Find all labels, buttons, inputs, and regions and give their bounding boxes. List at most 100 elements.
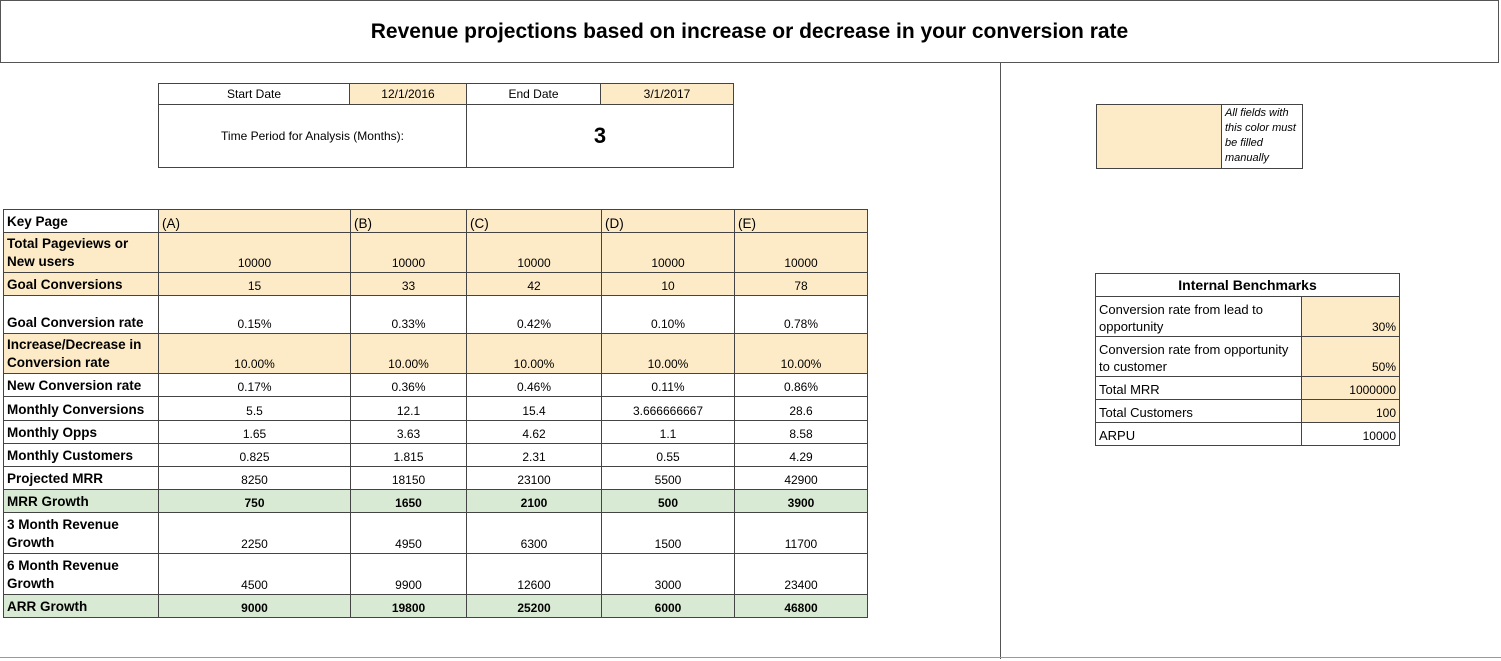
table-cell: 19800 bbox=[350, 594, 467, 618]
column-header[interactable]: (A) bbox=[158, 209, 351, 233]
bottom-divider bbox=[0, 657, 1501, 658]
table-row: Goal Conversion rate 0.15% 0.33% 0.42% 0.10%… bbox=[3, 295, 868, 334]
benchmark-value: 10000 bbox=[1301, 422, 1400, 446]
table-cell: 6300 bbox=[466, 512, 602, 554]
table-cell: 0.78% bbox=[734, 295, 868, 334]
table-cell: 6000 bbox=[601, 594, 735, 618]
table-cell: 750 bbox=[158, 489, 351, 513]
table-row: Monthly Customers 0.825 1.815 2.31 0.55 4.29 bbox=[3, 443, 868, 467]
table-row: 3 Month Revenue Growth 2250 4950 6300 1500 11… bbox=[3, 512, 868, 554]
table-cell: 0.42% bbox=[466, 295, 602, 334]
end-date-input[interactable]: 3/1/2017 bbox=[600, 83, 734, 105]
table-row: Goal Conversions 15 33 42 10 78 bbox=[3, 272, 868, 296]
table-row: MRR Growth 750 1650 2100 500 3900 bbox=[3, 489, 868, 513]
row-label: Goal Conversion rate bbox=[3, 295, 159, 334]
table-cell: 3.63 bbox=[350, 420, 467, 444]
row-label: Monthly Opps bbox=[3, 420, 159, 444]
table-row: Total Pageviews or New users 10000 10000 10… bbox=[3, 232, 868, 273]
time-period-value: 3 bbox=[466, 104, 734, 168]
start-date-input[interactable]: 12/1/2016 bbox=[349, 83, 467, 105]
table-cell: 0.55 bbox=[601, 443, 735, 467]
table-cell: 5500 bbox=[601, 466, 735, 490]
table-cell: 4.62 bbox=[466, 420, 602, 444]
table-cell[interactable]: 10000 bbox=[734, 232, 868, 273]
table-cell: 9900 bbox=[350, 553, 467, 595]
benchmark-value[interactable]: 1000000 bbox=[1301, 376, 1400, 400]
table-cell[interactable]: 10.00% bbox=[350, 333, 467, 374]
legend-note: All fields with this color must be fille… bbox=[1221, 104, 1303, 169]
table-row: New Conversion rate 0.17% 0.36% 0.46% 0.11% 0… bbox=[3, 373, 868, 397]
time-period-label: Time Period for Analysis (Months): bbox=[158, 104, 467, 168]
table-cell: 9000 bbox=[158, 594, 351, 618]
row-label: MRR Growth bbox=[3, 489, 159, 513]
table-cell[interactable]: 15 bbox=[158, 272, 351, 296]
benchmark-label: Total Customers bbox=[1095, 399, 1302, 423]
table-cell[interactable]: 33 bbox=[350, 272, 467, 296]
table-cell: 5.5 bbox=[158, 396, 351, 421]
table-row: Monthly Opps 1.65 3.63 4.62 1.1 8.58 bbox=[3, 420, 868, 444]
end-date-label: End Date bbox=[466, 83, 601, 105]
column-header[interactable]: (E) bbox=[734, 209, 868, 233]
benchmark-label: Conversion rate from opportunity to cust… bbox=[1095, 336, 1302, 377]
table-row: Projected MRR 8250 18150 23100 5500 42900 bbox=[3, 466, 868, 490]
table-cell: 2.31 bbox=[466, 443, 602, 467]
legend-swatch bbox=[1096, 104, 1222, 169]
table-cell: 15.4 bbox=[466, 396, 602, 421]
key-page-label: Key Page bbox=[3, 209, 159, 233]
table-cell[interactable]: 10000 bbox=[601, 232, 735, 273]
table-cell: 0.36% bbox=[350, 373, 467, 397]
table-cell[interactable]: 10.00% bbox=[601, 333, 735, 374]
benchmark-label: Total MRR bbox=[1095, 376, 1302, 400]
column-header[interactable]: (B) bbox=[350, 209, 467, 233]
table-cell: 42900 bbox=[734, 466, 868, 490]
table-cell: 2250 bbox=[158, 512, 351, 554]
row-label: 3 Month Revenue Growth bbox=[3, 512, 159, 554]
table-cell: 0.15% bbox=[158, 295, 351, 334]
table-cell: 28.6 bbox=[734, 396, 868, 421]
table-cell: 0.17% bbox=[158, 373, 351, 397]
row-label: Projected MRR bbox=[3, 466, 159, 490]
table-cell: 8.58 bbox=[734, 420, 868, 444]
table-row: Monthly Conversions 5.5 12.1 15.4 3.66666666… bbox=[3, 396, 868, 421]
benchmark-row: ARPU 10000 bbox=[1095, 422, 1400, 446]
table-cell: 1.65 bbox=[158, 420, 351, 444]
table-cell[interactable]: 10000 bbox=[350, 232, 467, 273]
benchmark-row: Conversion rate from lead to opportunity… bbox=[1095, 296, 1400, 337]
table-cell: 0.86% bbox=[734, 373, 868, 397]
table-cell: 1.815 bbox=[350, 443, 467, 467]
table-cell[interactable]: 10.00% bbox=[158, 333, 351, 374]
table-cell: 18150 bbox=[350, 466, 467, 490]
table-row: Increase/Decrease in Conversion rate 10.0… bbox=[3, 333, 868, 374]
table-cell[interactable]: 10000 bbox=[158, 232, 351, 273]
column-divider bbox=[1000, 63, 1001, 659]
table-cell[interactable]: 78 bbox=[734, 272, 868, 296]
row-label: Increase/Decrease in Conversion rate bbox=[3, 333, 159, 374]
table-cell[interactable]: 42 bbox=[466, 272, 602, 296]
table-cell: 500 bbox=[601, 489, 735, 513]
legend: All fields with this color must be fille… bbox=[1096, 104, 1303, 169]
benchmark-value[interactable]: 30% bbox=[1301, 296, 1400, 337]
benchmark-row: Conversion rate from opportunity to cust… bbox=[1095, 336, 1400, 377]
benchmark-row: Total Customers 100 bbox=[1095, 399, 1400, 423]
table-cell: 1650 bbox=[350, 489, 467, 513]
table-cell[interactable]: 10.00% bbox=[466, 333, 602, 374]
benchmark-value[interactable]: 100 bbox=[1301, 399, 1400, 423]
row-label: Total Pageviews or New users bbox=[3, 232, 159, 273]
table-cell[interactable]: 10000 bbox=[466, 232, 602, 273]
table-cell: 1500 bbox=[601, 512, 735, 554]
column-header[interactable]: (D) bbox=[601, 209, 735, 233]
benchmark-label: ARPU bbox=[1095, 422, 1302, 446]
table-cell: 23100 bbox=[466, 466, 602, 490]
table-cell[interactable]: 10 bbox=[601, 272, 735, 296]
table-cell: 8250 bbox=[158, 466, 351, 490]
table-cell: 0.33% bbox=[350, 295, 467, 334]
column-header[interactable]: (C) bbox=[466, 209, 602, 233]
projection-table: Key Page (A) (B) (C) (D) (E) Total Pageviews o… bbox=[3, 209, 868, 618]
table-cell: 46800 bbox=[734, 594, 868, 618]
row-label: 6 Month Revenue Growth bbox=[3, 553, 159, 595]
table-cell: 4.29 bbox=[734, 443, 868, 467]
row-label: ARR Growth bbox=[3, 594, 159, 618]
benchmark-value[interactable]: 50% bbox=[1301, 336, 1400, 377]
table-cell[interactable]: 10.00% bbox=[734, 333, 868, 374]
internal-benchmarks-table: Internal Benchmarks Conversion rate from… bbox=[1095, 273, 1400, 446]
